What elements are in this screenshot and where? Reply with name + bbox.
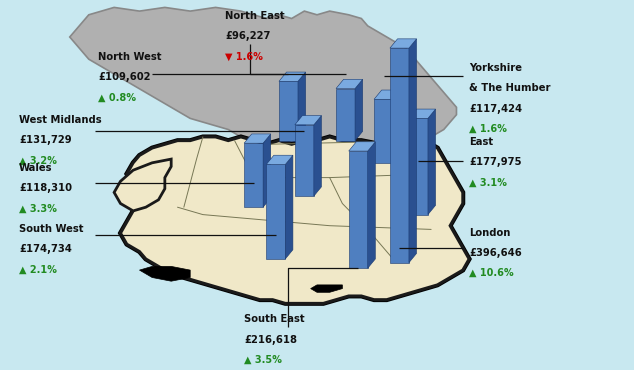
Polygon shape	[374, 99, 393, 163]
Text: ▲ 3.1%: ▲ 3.1%	[469, 178, 507, 188]
Text: South East: South East	[244, 314, 305, 324]
Polygon shape	[409, 109, 436, 118]
Text: North East: North East	[225, 11, 285, 21]
Polygon shape	[114, 159, 171, 211]
Text: ▲ 2.1%: ▲ 2.1%	[19, 265, 57, 275]
Polygon shape	[349, 151, 368, 268]
Polygon shape	[428, 109, 436, 215]
Polygon shape	[120, 137, 469, 303]
Polygon shape	[374, 90, 401, 99]
Polygon shape	[298, 72, 306, 141]
Text: London: London	[469, 228, 510, 238]
Text: West Midlands: West Midlands	[19, 115, 101, 125]
Polygon shape	[279, 72, 306, 81]
Text: North West: North West	[98, 52, 162, 62]
Text: ▼ 1.6%: ▼ 1.6%	[225, 52, 263, 62]
Polygon shape	[314, 115, 321, 196]
Polygon shape	[349, 142, 375, 151]
Text: ▲ 0.8%: ▲ 0.8%	[98, 92, 136, 102]
Polygon shape	[355, 79, 363, 141]
Text: ▲ 3.2%: ▲ 3.2%	[19, 155, 57, 165]
Text: £118,310: £118,310	[19, 183, 72, 193]
Text: ▲ 1.6%: ▲ 1.6%	[469, 124, 507, 134]
Text: ▲ 3.5%: ▲ 3.5%	[244, 355, 282, 365]
Text: ▲ 10.6%: ▲ 10.6%	[469, 268, 514, 278]
Polygon shape	[139, 266, 190, 281]
Text: £131,729: £131,729	[19, 135, 72, 145]
Polygon shape	[295, 115, 321, 125]
Polygon shape	[409, 39, 417, 263]
Polygon shape	[390, 39, 417, 48]
Polygon shape	[311, 285, 342, 292]
Polygon shape	[409, 118, 428, 215]
Text: Wales: Wales	[19, 163, 53, 173]
Polygon shape	[368, 142, 375, 268]
Text: & The Humber: & The Humber	[469, 83, 551, 93]
Polygon shape	[285, 155, 293, 259]
Polygon shape	[266, 155, 293, 164]
Polygon shape	[70, 7, 456, 144]
Polygon shape	[244, 143, 263, 207]
Text: ▲ 3.3%: ▲ 3.3%	[19, 204, 57, 213]
Polygon shape	[244, 134, 271, 143]
Polygon shape	[279, 81, 298, 141]
Text: £174,734: £174,734	[19, 244, 72, 254]
Polygon shape	[390, 48, 409, 263]
Text: £216,618: £216,618	[244, 335, 297, 345]
Polygon shape	[263, 134, 271, 207]
Text: £117,424: £117,424	[469, 104, 522, 114]
Text: £177,975: £177,975	[469, 157, 522, 167]
Text: Yorkshire: Yorkshire	[469, 63, 522, 73]
Polygon shape	[393, 90, 401, 163]
Polygon shape	[266, 164, 285, 259]
Text: £109,602: £109,602	[98, 72, 151, 82]
Text: South West: South West	[19, 224, 84, 234]
Text: East: East	[469, 137, 493, 147]
Polygon shape	[336, 79, 363, 88]
Text: £96,227: £96,227	[225, 31, 271, 41]
Polygon shape	[295, 125, 314, 196]
Text: £396,646: £396,646	[469, 248, 522, 258]
Polygon shape	[336, 88, 355, 141]
